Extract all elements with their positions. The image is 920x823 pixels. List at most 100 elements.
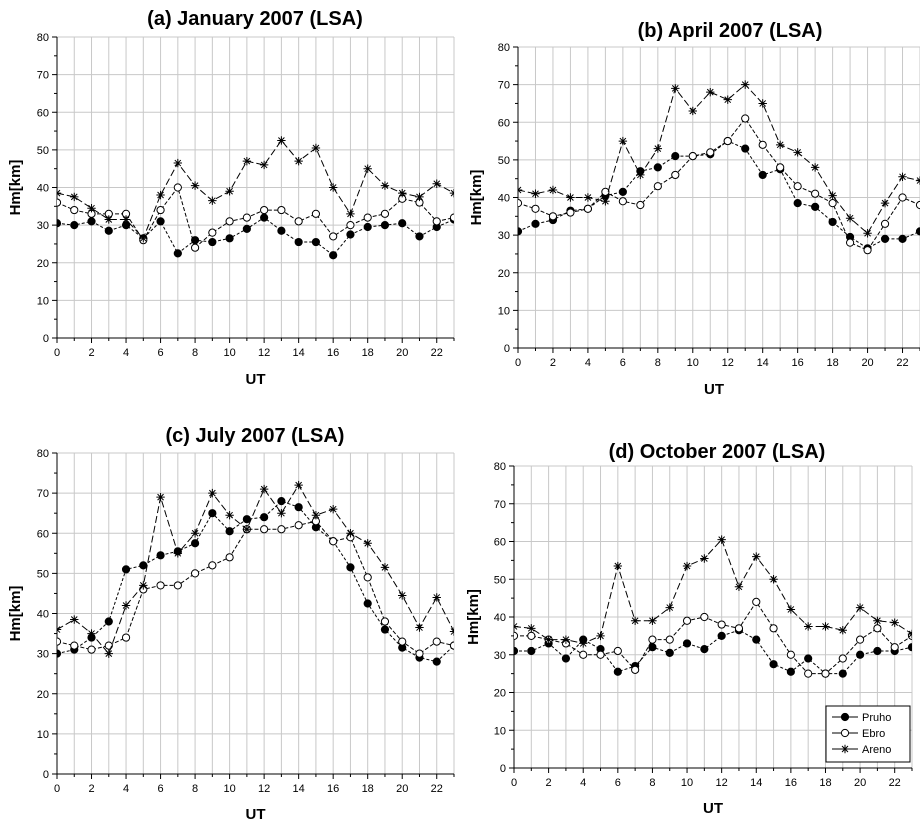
point-ebro [70,641,79,650]
point-areno [907,629,912,639]
point-areno [70,615,79,624]
point-pruho [329,251,338,260]
x-tick-label: 18 [362,347,374,359]
x-tick-label: 12 [722,357,734,369]
x-tick-label: 16 [785,777,797,789]
point-ebro [87,645,96,654]
point-ebro [156,581,165,590]
point-areno [57,188,62,198]
point-areno [242,156,252,166]
point-ebro [915,200,920,210]
point-pruho [665,648,674,657]
x-tick-label: 8 [192,347,198,359]
point-pruho [415,232,424,241]
y-tick-label: 10 [494,725,506,737]
point-ebro [527,631,536,640]
point-pruho [277,226,286,235]
point-ebro [260,205,269,215]
point-pruho [717,631,726,640]
point-ebro [208,228,217,237]
x-tick-label: 12 [716,777,728,789]
point-areno [139,581,148,590]
point-areno [601,197,610,206]
point-areno [769,575,778,584]
point-ebro [688,152,697,161]
point-areno [514,622,519,631]
point-areno [121,601,131,610]
x-tick-label: 16 [327,783,339,795]
y-tick-label: 40 [37,609,49,621]
x-tick-label: 14 [750,777,762,789]
y-axis-label: Hm[km] [7,586,24,642]
x-tick-label: 18 [362,783,374,795]
point-areno [583,193,593,202]
x-tick-label: 16 [327,347,339,359]
point-ebro [449,641,454,650]
point-ebro [706,148,715,157]
legend-label-areno: Areno [862,744,891,756]
point-ebro [294,217,303,226]
point-ebro [449,213,454,222]
point-ebro [613,646,622,656]
point-areno [828,191,837,200]
point-ebro [804,669,813,678]
point-ebro [57,637,62,646]
x-tick-label: 22 [431,347,443,359]
point-areno [518,185,523,195]
point-ebro [636,200,645,210]
point-pruho [793,199,802,208]
point-areno [803,622,813,631]
point-areno [346,529,355,538]
y-tick-label: 10 [37,729,49,741]
point-pruho [432,657,441,666]
legend-marker-areno [840,744,850,754]
y-axis-label: Hm[km] [7,160,24,216]
point-ebro [156,205,165,215]
point-ebro [363,213,372,222]
point-pruho [208,237,217,247]
point-pruho [514,646,519,656]
point-ebro [898,193,907,202]
panel-a-january: 0 2 4 6 8 10 12 14 16 18 20 22 0 10 20 30 40 50 60 70 80 (a) … [7,8,455,388]
plot-area [518,80,920,255]
legend-item-ebro: Ebro [832,728,885,740]
point-pruho [277,497,286,506]
point-areno [328,504,338,514]
point-pruho [260,213,269,222]
point-areno [190,181,200,190]
x-tick-label: 0 [515,357,521,369]
point-areno [855,603,865,612]
point-areno [682,561,692,571]
point-ebro [671,170,680,180]
series-line-pruho [514,629,912,675]
point-areno [890,618,899,627]
x-axis-label: UT [703,800,723,817]
point-areno [752,552,761,561]
point-ebro [432,637,441,646]
point-ebro [432,217,441,226]
point-pruho [880,234,890,243]
series-line-pruho [57,500,454,663]
point-ebro [277,525,286,534]
point-pruho [294,503,303,512]
point-ebro [566,208,575,217]
point-ebro [890,643,899,652]
y-tick-label: 0 [504,343,510,355]
point-ebro [190,569,200,578]
point-areno [596,631,605,641]
point-ebro [665,635,674,644]
point-pruho [907,643,912,652]
point-areno [579,639,588,648]
point-pruho [786,667,795,676]
point-areno [328,183,338,192]
point-ebro [618,197,627,206]
point-areno [838,626,847,635]
x-tick-label: 4 [123,783,129,795]
y-tick-label: 20 [498,268,510,280]
point-areno [449,627,454,636]
x-tick-label: 2 [88,783,94,795]
point-areno [156,190,165,200]
point-ebro [648,635,657,644]
point-areno [898,172,907,182]
point-areno [688,106,697,116]
